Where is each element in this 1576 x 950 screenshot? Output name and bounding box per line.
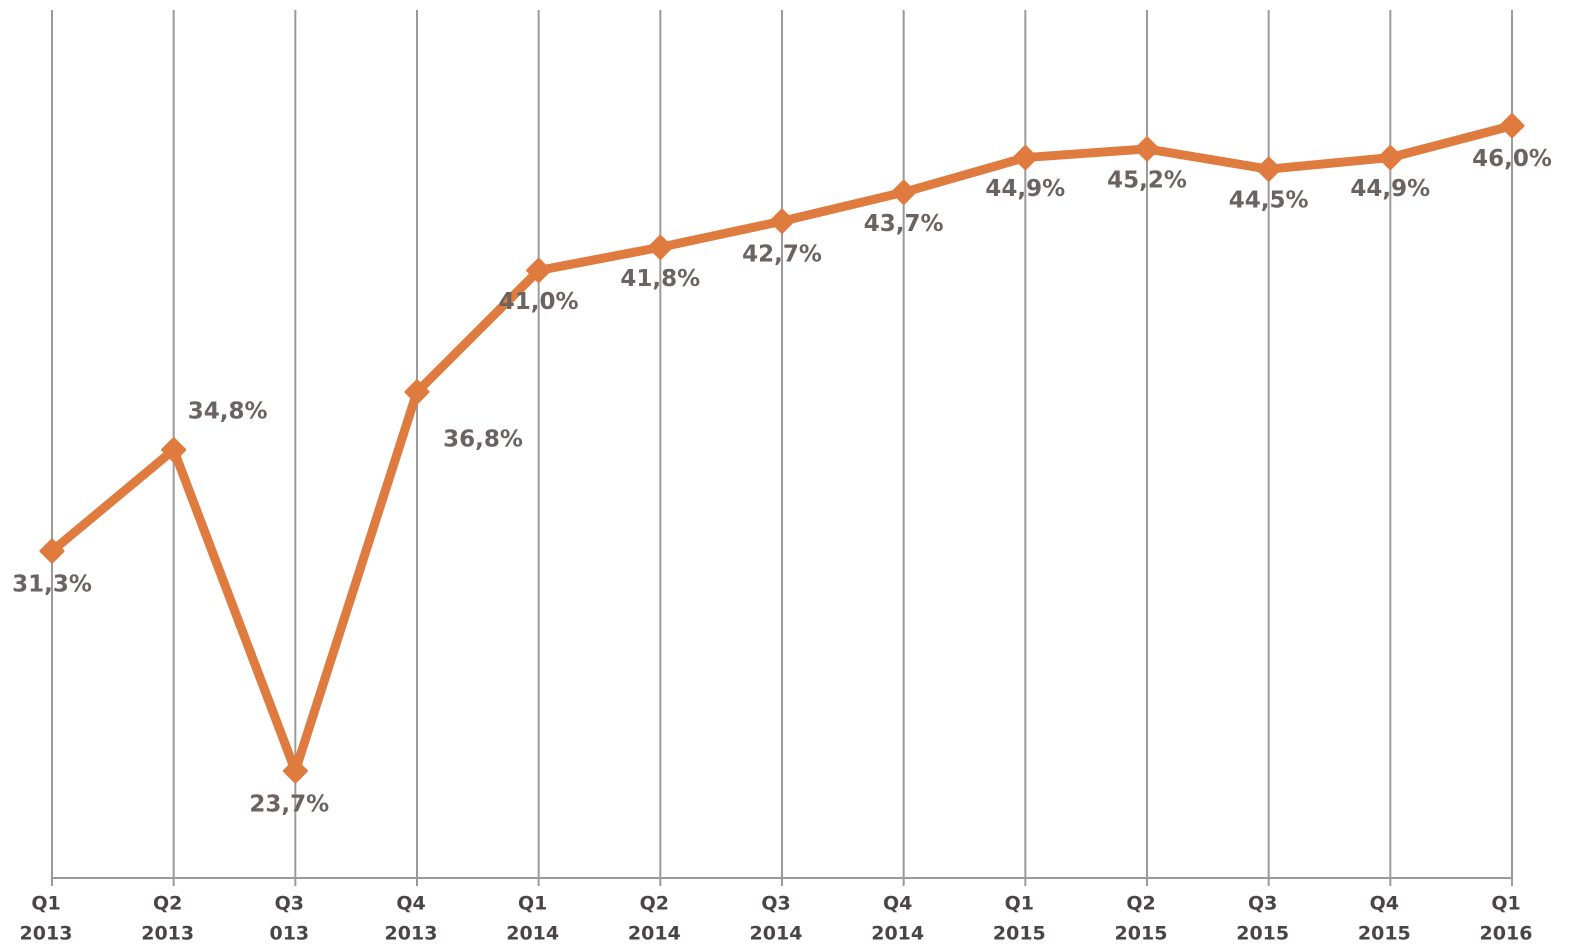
x-tick-label: 013 — [269, 923, 309, 945]
x-tick-label: Q1 — [31, 893, 60, 915]
marker — [891, 179, 917, 205]
marker — [1134, 136, 1160, 162]
x-tick-label: Q2 — [153, 893, 182, 915]
x-tick-label: 2014 — [506, 923, 559, 945]
x-tick-label: Q4 — [396, 893, 425, 915]
marker — [1256, 156, 1282, 182]
data-label: 36,8% — [443, 426, 523, 452]
data-label: 43,7% — [864, 211, 944, 237]
x-tick-label: Q1 — [1005, 893, 1034, 915]
x-tick-label: Q4 — [1370, 893, 1399, 915]
x-tick-label: Q4 — [883, 893, 912, 915]
x-tick-label: 2013 — [385, 923, 438, 945]
data-label: 34,8% — [188, 398, 268, 424]
x-tick-label: 2014 — [871, 923, 924, 945]
marker — [1377, 145, 1403, 171]
data-label: 41,0% — [499, 289, 579, 315]
x-tick-label: Q3 — [275, 893, 304, 915]
data-label: 46,0% — [1472, 146, 1552, 172]
marker — [161, 437, 187, 463]
x-tick-label: 2015 — [1236, 923, 1289, 945]
x-tick-label: Q2 — [640, 893, 669, 915]
data-label: 45,2% — [1107, 167, 1187, 193]
x-tick-label: 2014 — [750, 923, 803, 945]
marker — [404, 379, 430, 405]
x-tick-label: Q3 — [1248, 893, 1277, 915]
x-tick-label: Q3 — [761, 893, 790, 915]
data-label: 31,3% — [12, 572, 92, 598]
x-tick-label: 2013 — [20, 923, 73, 945]
x-tick-label: Q1 — [518, 893, 547, 915]
marker — [647, 234, 673, 260]
x-tick-label: Q2 — [1126, 893, 1155, 915]
x-tick-label: 2014 — [628, 923, 681, 945]
marker — [769, 208, 795, 234]
x-tick-label: 2016 — [1480, 923, 1533, 945]
x-tick-label: 2013 — [141, 923, 194, 945]
data-label: 41,8% — [620, 266, 700, 292]
data-label: 42,7% — [742, 242, 822, 268]
x-tick-label: 2015 — [1358, 923, 1411, 945]
x-tick-label: 2015 — [1115, 923, 1168, 945]
data-label: 44,9% — [985, 176, 1065, 202]
data-label: 23,7% — [249, 791, 329, 817]
marker — [282, 758, 308, 784]
marker — [39, 538, 65, 564]
data-label: 44,9% — [1350, 176, 1430, 202]
x-tick-label: Q1 — [1491, 893, 1520, 915]
data-label: 44,5% — [1229, 188, 1309, 214]
marker — [1499, 113, 1525, 139]
marker — [526, 257, 552, 283]
x-tick-label: 2015 — [993, 923, 1046, 945]
marker — [1012, 145, 1038, 171]
